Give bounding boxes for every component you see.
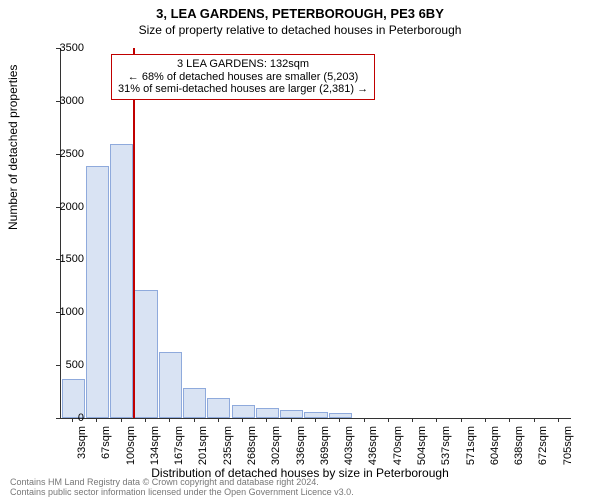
info-line-1: 3 LEA GARDENS: 132sqm	[118, 58, 368, 71]
bar	[110, 144, 133, 418]
bar	[256, 408, 279, 418]
y-tick-label: 1000	[60, 306, 84, 318]
x-tick-label: 134sqm	[149, 426, 161, 465]
y-tick-mark	[56, 418, 60, 419]
x-tick-label: 470sqm	[392, 426, 404, 465]
x-tick-label: 403sqm	[343, 426, 355, 465]
y-tick-label: 2500	[60, 148, 84, 160]
y-tick-label: 2000	[60, 201, 84, 213]
x-tick-label: 369sqm	[319, 426, 331, 465]
x-tick-label: 100sqm	[125, 426, 137, 465]
x-tick-label: 302sqm	[270, 426, 282, 465]
bar	[207, 398, 230, 418]
x-tick-mark	[315, 418, 316, 422]
bar	[159, 352, 182, 418]
y-tick-mark	[56, 312, 60, 313]
x-tick-label: 268sqm	[246, 426, 258, 465]
x-tick-label: 201sqm	[198, 426, 210, 465]
x-tick-label: 571sqm	[465, 426, 477, 465]
x-tick-mark	[72, 418, 73, 422]
y-tick-label: 0	[78, 412, 84, 424]
x-tick-mark	[218, 418, 219, 422]
x-tick-label: 672sqm	[538, 426, 550, 465]
x-tick-label: 436sqm	[368, 426, 380, 465]
y-tick-mark	[56, 48, 60, 49]
y-tick-mark	[56, 207, 60, 208]
x-tick-mark	[145, 418, 146, 422]
x-tick-mark	[364, 418, 365, 422]
bar	[232, 405, 255, 418]
x-tick-label: 235sqm	[222, 426, 234, 465]
plot-area: 3 LEA GARDENS: 132sqm ← 68% of detached …	[60, 48, 571, 419]
y-tick-mark	[56, 259, 60, 260]
y-tick-mark	[56, 154, 60, 155]
info-line-2: ← 68% of detached houses are smaller (5,…	[118, 71, 368, 84]
x-tick-mark	[121, 418, 122, 422]
x-tick-mark	[169, 418, 170, 422]
bar	[280, 410, 303, 418]
x-tick-mark	[534, 418, 535, 422]
x-tick-label: 638sqm	[513, 426, 525, 465]
x-tick-mark	[194, 418, 195, 422]
x-tick-mark	[266, 418, 267, 422]
x-tick-mark	[485, 418, 486, 422]
bar	[329, 413, 352, 418]
marker-line	[133, 48, 135, 418]
y-axis-label: Number of detached properties	[6, 65, 20, 230]
copyright-line-2: Contains public sector information licen…	[10, 488, 590, 498]
x-tick-mark	[242, 418, 243, 422]
x-tick-mark	[388, 418, 389, 422]
bar	[86, 166, 109, 418]
x-tick-label: 537sqm	[440, 426, 452, 465]
x-tick-mark	[291, 418, 292, 422]
y-tick-label: 3000	[60, 95, 84, 107]
x-tick-mark	[339, 418, 340, 422]
y-tick-label: 500	[66, 359, 84, 371]
info-line-3: 31% of semi-detached houses are larger (…	[118, 83, 368, 96]
x-tick-mark	[509, 418, 510, 422]
x-tick-label: 336sqm	[295, 426, 307, 465]
info-box: 3 LEA GARDENS: 132sqm ← 68% of detached …	[111, 54, 375, 100]
y-tick-mark	[56, 365, 60, 366]
x-tick-label: 705sqm	[562, 426, 574, 465]
x-tick-label: 604sqm	[489, 426, 501, 465]
y-tick-mark	[56, 101, 60, 102]
chart-container: 3, LEA GARDENS, PETERBOROUGH, PE3 6BY Si…	[0, 0, 600, 500]
bar	[134, 290, 157, 418]
x-tick-label: 167sqm	[173, 426, 185, 465]
x-tick-mark	[436, 418, 437, 422]
x-tick-label: 504sqm	[416, 426, 428, 465]
page-title: 3, LEA GARDENS, PETERBOROUGH, PE3 6BY	[0, 0, 600, 21]
copyright: Contains HM Land Registry data © Crown c…	[10, 478, 590, 498]
x-tick-mark	[558, 418, 559, 422]
x-tick-mark	[461, 418, 462, 422]
bar	[183, 388, 206, 418]
page-subtitle: Size of property relative to detached ho…	[0, 21, 600, 43]
y-tick-label: 1500	[60, 253, 84, 265]
y-tick-label: 3500	[60, 42, 84, 54]
x-tick-label: 33sqm	[76, 426, 88, 459]
x-tick-label: 67sqm	[100, 426, 112, 459]
x-tick-mark	[96, 418, 97, 422]
x-tick-mark	[412, 418, 413, 422]
